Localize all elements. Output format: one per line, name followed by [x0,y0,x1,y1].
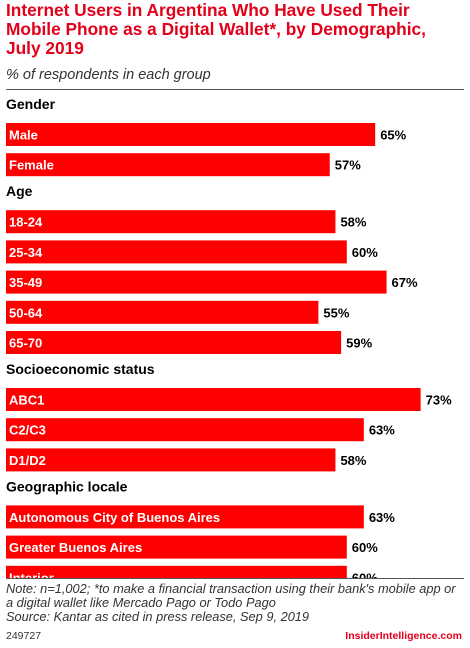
bar-65-70 [6,331,342,354]
footnote-note: Note: n=1,002; *to make a financial tran… [6,581,456,610]
value-label-male: 65% [380,128,406,143]
value-label-autonomous-city-of-buenos-aires: 63% [369,510,395,525]
bar-label-female: Female [9,158,54,173]
value-label-abc1: 73% [426,393,452,408]
bar-50-64 [6,300,319,324]
bar-d1-d2 [6,448,336,472]
bar-label-autonomous-city-of-buenos-aires: Autonomous City of Buenos Aires [9,510,220,525]
bottom-divider [6,578,464,579]
bar-c2-c3 [6,418,364,442]
value-label-35-49: 67% [392,275,418,290]
bar-18-24 [6,210,336,234]
value-label-25-34: 60% [352,245,378,260]
bar-abc1 [6,388,421,411]
group-header-geographic-locale: Geographic locale [6,478,128,494]
bar-label-abc1: ABC1 [9,393,44,408]
bar-label-18-24: 18-24 [9,215,43,230]
bar-label-65-70: 65-70 [9,336,42,351]
footnote-source: Source: Kantar as cited in press release… [6,609,310,624]
value-label-female: 57% [335,158,361,173]
bar-greater-buenos-aires [6,535,347,559]
bar-chart: Gender Male 65% Female 57% Age 18-24 58% 25-34 60… [6,96,452,578]
chart-id: 249727 [6,630,42,642]
brand-logo: InsiderIntelligence.com [345,630,462,642]
footnote: Note: n=1,002; *to make a financial tran… [6,582,466,624]
bar-autonomous-city-of-buenos-aires [6,505,364,529]
bar-label-c2-c3: C2/C3 [9,423,46,438]
value-label-50-64: 55% [323,305,349,320]
bar-25-34 [6,240,347,264]
group-header-socioeconomic-status: Socioeconomic status [6,361,155,377]
top-divider [6,89,464,90]
bar-label-50-64: 50-64 [9,305,43,320]
bar-male [6,123,376,146]
bar-interior [6,565,347,578]
value-label-interior: 60% [352,570,378,578]
value-label-d1-d2: 58% [340,453,366,468]
chart-subtitle: % of respondents in each group [6,67,211,83]
bar-label-male: Male [9,128,38,143]
bar-label-greater-buenos-aires: Greater Buenos Aires [9,540,142,555]
value-label-c2-c3: 63% [369,423,395,438]
value-label-greater-buenos-aires: 60% [352,540,378,555]
chart-title: Internet Users in Argentina Who Have Use… [6,0,426,58]
bar-35-49 [6,270,387,294]
value-label-65-70: 59% [346,336,372,351]
bar-female [6,153,330,177]
bar-label-d1-d2: D1/D2 [9,453,46,468]
value-label-18-24: 58% [340,215,366,230]
bar-label-35-49: 35-49 [9,275,42,290]
bar-label-25-34: 25-34 [9,245,43,260]
group-header-age: Age [6,183,33,199]
bar-label-interior: Interior [9,570,54,578]
group-header-gender: Gender [6,96,56,112]
